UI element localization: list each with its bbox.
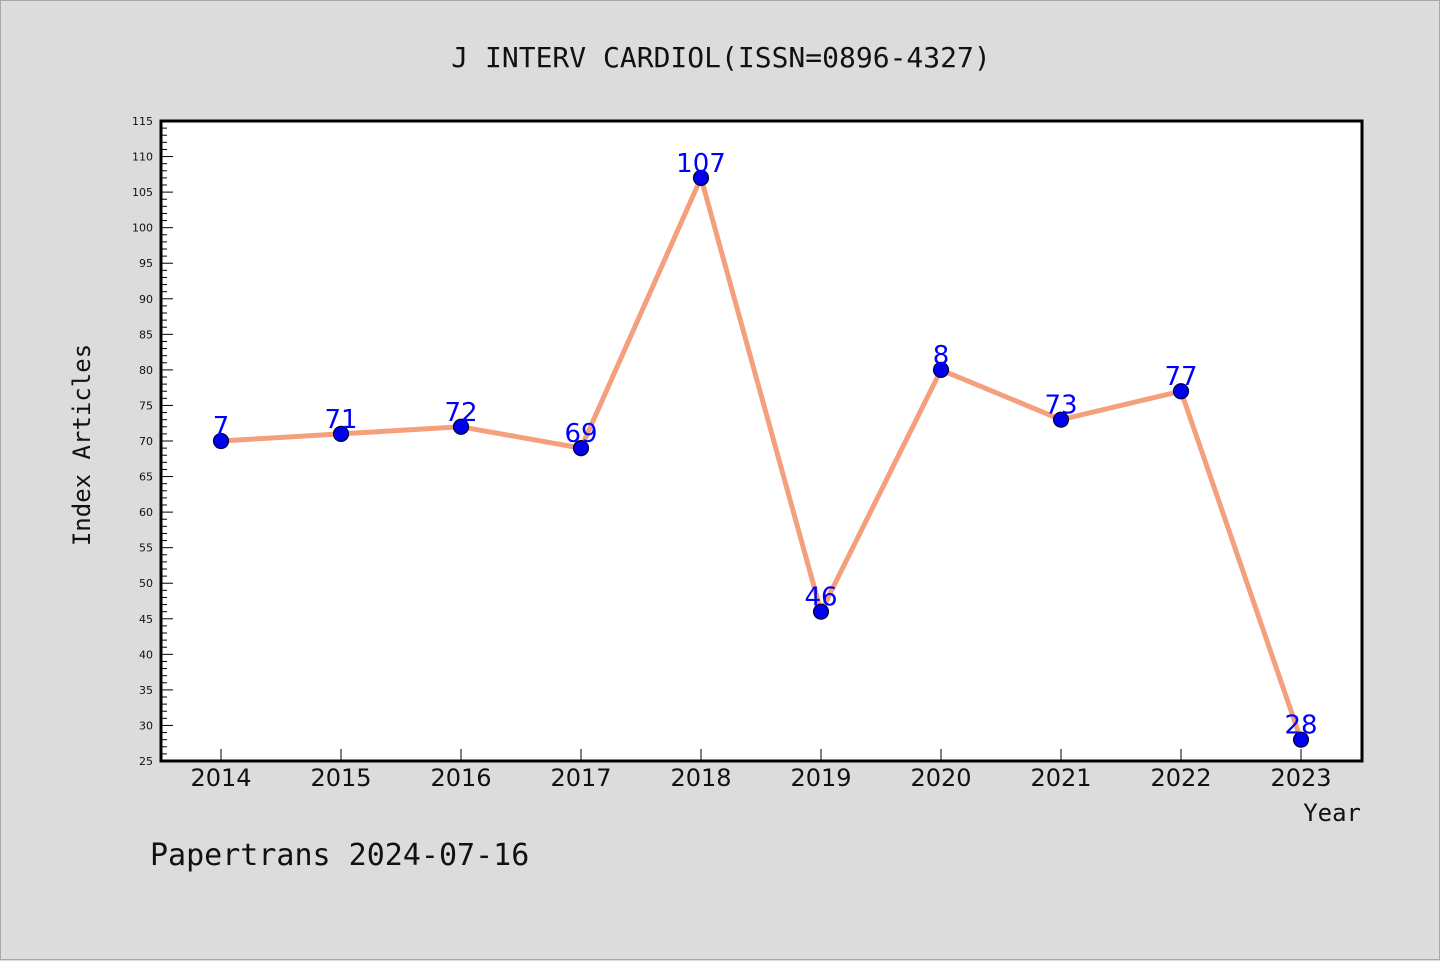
data-label: 71 bbox=[324, 405, 357, 435]
x-tick-label: 2016 bbox=[430, 764, 491, 792]
y-tick-label: 105 bbox=[132, 186, 153, 199]
data-point bbox=[332, 425, 350, 442]
data-label: 107 bbox=[676, 149, 726, 179]
y-tick-label: 60 bbox=[139, 506, 153, 519]
chart-title: J INTERV CARDIOL(ISSN=0896-4327) bbox=[451, 41, 990, 74]
y-tick-label: 35 bbox=[139, 684, 153, 697]
y-tick-label: 45 bbox=[139, 613, 153, 626]
y-tick-label: 90 bbox=[139, 293, 153, 306]
y-axis-tick-labels: 25 30 35 40 45 50 55 60 65 70 75 80 85 90 95 100 105 110 1… bbox=[132, 115, 153, 768]
x-tick-label: 2014 bbox=[190, 764, 251, 792]
series-line-group bbox=[218, 175, 1304, 743]
x-tick-label: 2018 bbox=[670, 764, 731, 792]
data-point bbox=[1172, 383, 1190, 400]
data-point bbox=[932, 361, 950, 378]
data-label: 73 bbox=[1044, 391, 1077, 421]
y-tick-label: 115 bbox=[132, 115, 153, 128]
y-tick-label: 80 bbox=[139, 364, 153, 377]
y-tick-label: 70 bbox=[139, 435, 153, 448]
x-tick-label: 2023 bbox=[1270, 764, 1331, 792]
y-tick-label: 75 bbox=[139, 399, 153, 412]
data-label: 69 bbox=[564, 419, 597, 449]
y-tick-label: 50 bbox=[139, 577, 153, 590]
y-tick-label: 110 bbox=[132, 151, 153, 164]
y-tick-label: 30 bbox=[139, 719, 153, 732]
y-tick-label: 25 bbox=[139, 755, 153, 768]
data-label: 28 bbox=[1284, 711, 1317, 741]
y-axis-label: Index Articles bbox=[68, 344, 96, 546]
x-tick-label: 2019 bbox=[790, 764, 851, 792]
x-tick-label: 2015 bbox=[310, 764, 371, 792]
y-tick-label: 95 bbox=[139, 257, 153, 270]
data-point bbox=[212, 432, 230, 450]
x-axis-label: Year bbox=[1303, 799, 1361, 827]
data-label: 46 bbox=[804, 583, 837, 613]
x-tick-label: 2017 bbox=[550, 764, 611, 792]
data-point bbox=[452, 418, 470, 435]
plot-area bbox=[161, 121, 1362, 761]
x-tick-label: 2020 bbox=[910, 764, 971, 792]
data-point bbox=[812, 603, 830, 620]
data-label: 7 bbox=[213, 412, 230, 442]
y-tick-label: 100 bbox=[132, 222, 153, 235]
y-tick-label: 85 bbox=[139, 328, 153, 341]
x-tick-label: 2021 bbox=[1030, 764, 1091, 792]
x-axis-tick-labels: 2014 2015 2016 2017 2018 2019 2020 2021 2022 2023 bbox=[190, 764, 1331, 792]
plot-border bbox=[159, 119, 1364, 763]
y-tick-label: 55 bbox=[139, 542, 153, 555]
data-labels-group: 7 71 72 69 107 46 8 73 77 28 bbox=[213, 149, 1318, 741]
y-tick-label: 40 bbox=[139, 648, 153, 661]
data-label: 72 bbox=[444, 398, 477, 428]
data-point bbox=[1292, 731, 1310, 748]
data-point bbox=[692, 169, 710, 186]
x-tick-label: 2022 bbox=[1150, 764, 1211, 792]
series-points-group bbox=[212, 169, 1310, 748]
footer-credit: Papertrans 2024-07-16 bbox=[150, 838, 529, 873]
data-label: 77 bbox=[1164, 362, 1197, 392]
series-line bbox=[218, 175, 1304, 743]
data-point bbox=[572, 440, 590, 457]
data-label: 8 bbox=[933, 341, 950, 371]
y-tick-label: 65 bbox=[139, 471, 153, 484]
data-point bbox=[1052, 411, 1070, 428]
